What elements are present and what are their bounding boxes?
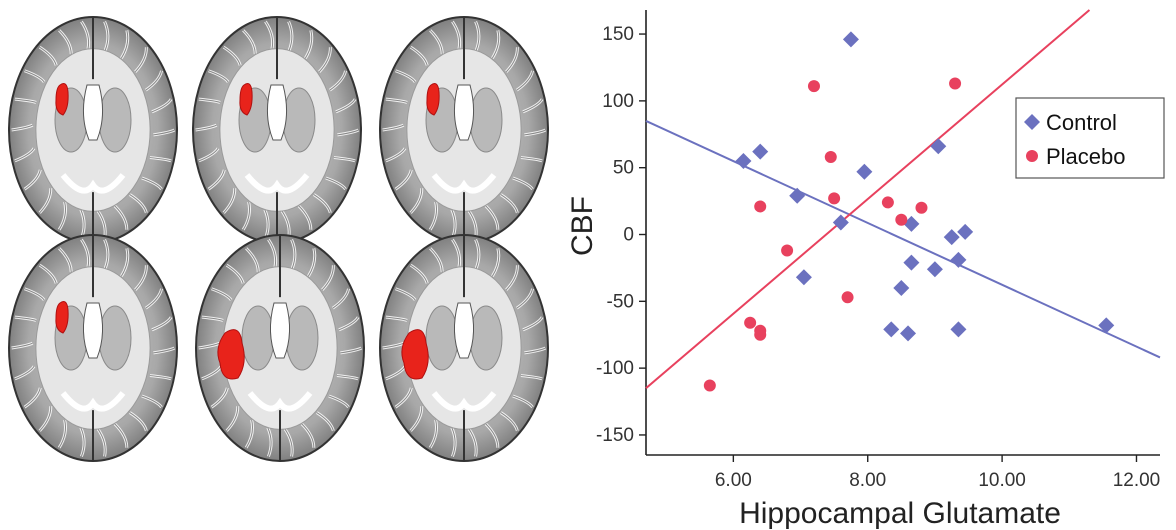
fit-line-control [645, 120, 1161, 359]
point-placebo [824, 150, 837, 163]
point-control [832, 214, 849, 231]
point-control [795, 269, 812, 286]
x-tick-label: 12.00 [1113, 470, 1161, 491]
point-control [856, 163, 873, 180]
highlight-region [426, 83, 440, 116]
point-control [950, 251, 967, 268]
highlight-region [401, 329, 429, 380]
point-control [930, 138, 947, 155]
brain-slice [8, 16, 178, 244]
x-tick-label: 6.00 [715, 470, 752, 491]
legend-label-placebo: Placebo [1046, 144, 1126, 169]
y-tick-label: 50 [613, 158, 634, 179]
x-tick-label: 8.00 [849, 470, 886, 491]
legend-label-control: Control [1046, 110, 1117, 135]
data-points [703, 31, 1115, 392]
brain-slice [8, 234, 178, 462]
point-control [903, 254, 920, 271]
point-placebo [744, 316, 757, 329]
point-placebo [781, 244, 794, 257]
point-control [903, 215, 920, 232]
point-control [926, 261, 943, 278]
point-control [957, 223, 974, 240]
point-control [900, 325, 917, 342]
brain-slice [195, 234, 365, 462]
point-placebo [949, 77, 962, 90]
x-axis-title: Hippocampal Glutamate [739, 497, 1061, 530]
point-control [950, 321, 967, 338]
point-control [883, 321, 900, 338]
point-placebo [807, 80, 820, 93]
x-tick-label: 10.00 [978, 470, 1026, 491]
legend-marker-control [1024, 114, 1040, 130]
y-tick-label: -50 [607, 291, 634, 312]
point-placebo [895, 213, 908, 226]
point-control [893, 279, 910, 296]
y-tick-label: 100 [602, 91, 634, 112]
y-tick-label: 150 [602, 24, 634, 45]
highlight-region [55, 301, 69, 334]
point-placebo [841, 291, 854, 304]
brain-slice [379, 234, 549, 462]
chart-legend: Control Placebo [1015, 97, 1165, 179]
fit-lines [645, 9, 1161, 389]
y-axis-title: CBF [566, 196, 599, 256]
point-placebo [881, 196, 894, 209]
chart-axes: 150 100 50 0 -50 -100 -150 6.00 8.00 10.00 12.00 [596, 10, 1160, 491]
point-control [789, 187, 806, 204]
scatter-chart: 150 100 50 0 -50 -100 -150 6.00 8.00 10.00 12.00 H… [566, 9, 1165, 530]
point-placebo [754, 328, 767, 341]
highlight-region [239, 83, 253, 116]
legend-box [1015, 97, 1165, 179]
brain-slices-panel [8, 16, 549, 462]
y-tick-label: 0 [623, 225, 634, 246]
point-control [1098, 317, 1115, 334]
point-placebo [754, 200, 767, 213]
fit-line-placebo [645, 9, 1091, 389]
highlight-region [217, 329, 245, 380]
point-placebo [828, 192, 841, 205]
point-control [752, 143, 769, 160]
y-tick-label: -100 [596, 358, 634, 379]
point-control [943, 229, 960, 246]
brain-slice [379, 16, 549, 244]
legend-marker-placebo [1026, 150, 1038, 162]
highlight-region [55, 83, 69, 116]
point-control [735, 153, 752, 170]
point-placebo [915, 201, 928, 214]
point-placebo [703, 379, 716, 392]
point-control [842, 31, 859, 48]
brain-slice [192, 16, 362, 244]
y-tick-label: -150 [596, 425, 634, 446]
